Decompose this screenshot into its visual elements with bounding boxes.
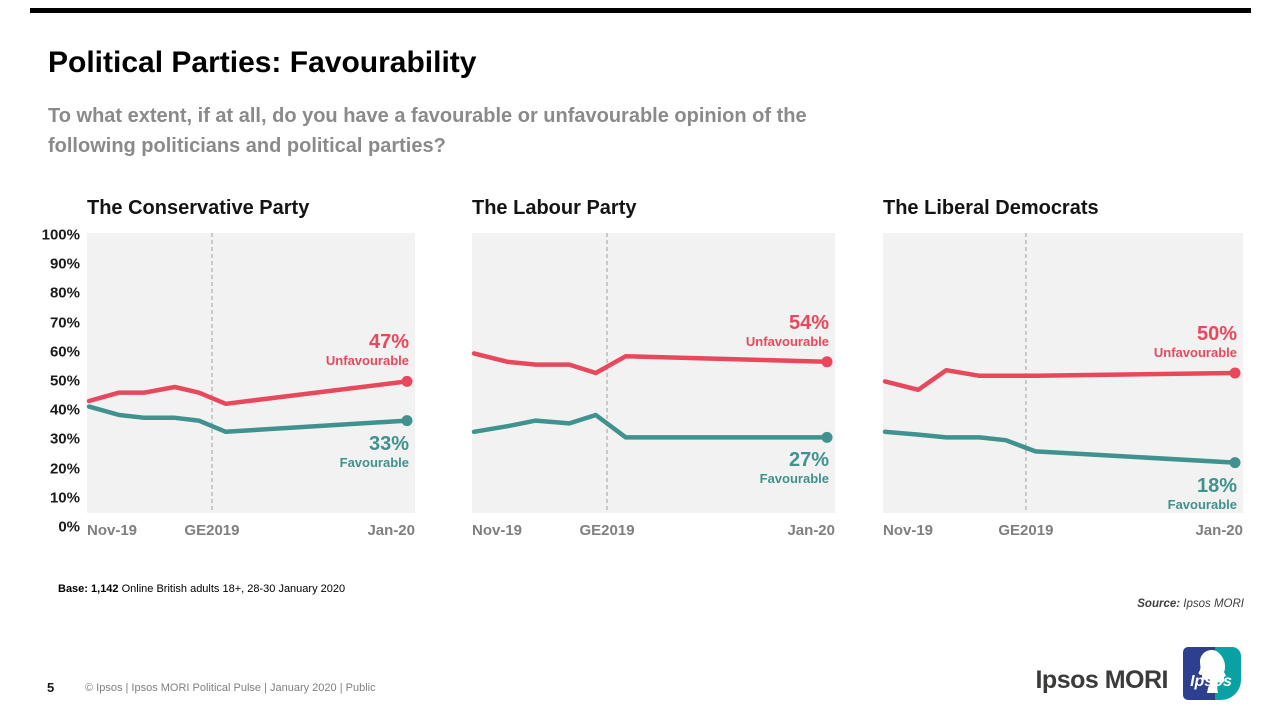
unfavourable-end-dot xyxy=(401,375,413,387)
y-axis-tick-label: 30% xyxy=(49,430,80,448)
favourable-label: 33% Favourable xyxy=(340,433,409,471)
unfavourable-value: 50% xyxy=(1196,323,1237,346)
favourable-end-dot xyxy=(401,415,413,427)
footer-meta: © Ipsos | Ipsos MORI Political Pulse | J… xyxy=(85,682,376,694)
y-axis-tick-label: 70% xyxy=(49,314,80,332)
chart-labour-party: The Labour Party 54% Unfavourable 27% Fa… xyxy=(471,197,835,544)
favourable-name: Favourable xyxy=(1167,496,1237,512)
unfavourable-end-dot xyxy=(821,356,833,368)
y-axis-tick-label: 0% xyxy=(58,518,80,536)
chart-liberal-democrats: The Liberal Democrats 50% Unfavourable 1… xyxy=(882,197,1243,544)
base-note-bold: Base: 1,142 xyxy=(58,583,119,595)
unfavourable-line xyxy=(471,351,830,376)
ipsos-logo-text: Ipsos xyxy=(1190,673,1232,690)
x-axis: Nov-19 GE2019 Jan-20 xyxy=(883,522,1243,544)
y-axis-tick-label: 50% xyxy=(49,372,80,390)
line-chart xyxy=(882,233,1241,513)
favourable-value: 33% xyxy=(368,432,409,455)
x-axis: Nov-19 GE2019 Jan-20 xyxy=(472,522,835,544)
base-note: Base: 1,142 Online British adults 18+, 2… xyxy=(58,583,345,595)
unfavourable-label: 50% Unfavourable xyxy=(1154,323,1237,361)
unfavourable-value: 54% xyxy=(788,311,829,334)
ipsos-mori-wordmark: Ipsos MORI xyxy=(1035,666,1168,694)
favourable-label: 27% Favourable xyxy=(760,449,829,487)
x-tick-ge2019: GE2019 xyxy=(184,522,240,539)
favourable-name: Favourable xyxy=(759,471,829,487)
x-axis: Nov-19 GE2019 Jan-20 xyxy=(87,522,415,544)
line-chart xyxy=(471,233,833,513)
page-number: 5 xyxy=(47,680,55,695)
favourable-line xyxy=(471,412,830,440)
y-axis-tick-label: 60% xyxy=(49,343,80,361)
plot-area: 50% Unfavourable 18% Favourable xyxy=(882,233,1243,513)
x-tick-nov19: Nov-19 xyxy=(883,522,934,539)
plot-area: 100% 90% 80% 70% 60% 50% 40% 30% 20% 10% 0% 47% Un… xyxy=(42,227,415,536)
unfavourable-label: 54% Unfavourable xyxy=(746,312,829,350)
y-axis-tick-label: 100% xyxy=(41,226,80,244)
unfavourable-end-dot xyxy=(1229,367,1241,379)
x-tick-jan20: Jan-20 xyxy=(1195,522,1243,539)
chart-title: The Liberal Democrats xyxy=(883,197,1099,219)
y-axis-tick-label: 80% xyxy=(49,284,80,302)
chart-title: The Conservative Party xyxy=(87,197,310,219)
y-axis-tick-label: 40% xyxy=(49,401,80,419)
question-text: To what extent, if at all, do you have a… xyxy=(48,101,807,161)
source-value: Ipsos MORI xyxy=(1180,598,1244,610)
favourable-value: 18% xyxy=(1196,474,1237,497)
favourable-name: Favourable xyxy=(339,454,409,470)
source-note: Source: Ipsos MORI xyxy=(1137,598,1244,610)
unfavourable-name: Unfavourable xyxy=(325,353,409,369)
favourable-line xyxy=(882,429,1238,465)
x-tick-ge2019: GE2019 xyxy=(579,522,635,539)
line-chart xyxy=(86,233,413,513)
person-silhouette-icon xyxy=(1198,650,1226,693)
favourable-end-dot xyxy=(1229,457,1241,469)
question-text-line2: following politicians and political part… xyxy=(48,135,446,157)
x-tick-jan20: Jan-20 xyxy=(787,522,835,539)
source-label: Source: xyxy=(1137,598,1181,610)
ipsos-logo: Ipsos xyxy=(1183,647,1241,700)
unfavourable-line xyxy=(86,379,410,407)
question-text-line1: To what extent, if at all, do you have a… xyxy=(48,105,807,127)
y-axis: 100% 90% 80% 70% 60% 50% 40% 30% 20% 10% 0% xyxy=(32,227,80,536)
unfavourable-name: Unfavourable xyxy=(745,333,829,349)
unfavourable-label: 47% Unfavourable xyxy=(326,331,409,369)
favourable-value: 27% xyxy=(788,449,829,472)
unfavourable-name: Unfavourable xyxy=(1153,345,1237,361)
plot-area: 54% Unfavourable 27% Favourable xyxy=(471,233,835,513)
top-rule xyxy=(30,8,1251,13)
chart-title: The Labour Party xyxy=(472,197,637,219)
chart-conservative-party: The Conservative Party 100% 90% 80% 70% 60% 5… xyxy=(42,197,415,544)
y-axis-tick-label: 20% xyxy=(49,460,80,478)
x-tick-ge2019: GE2019 xyxy=(998,522,1054,539)
favourable-end-dot xyxy=(821,431,833,443)
favourable-label: 18% Favourable xyxy=(1168,475,1237,513)
unfavourable-value: 47% xyxy=(368,331,409,354)
y-axis-tick-label: 90% xyxy=(49,255,80,273)
favourable-line xyxy=(86,404,410,435)
y-axis-tick-label: 10% xyxy=(49,489,80,507)
x-tick-jan20: Jan-20 xyxy=(367,522,415,539)
base-note-rest: Online British adults 18+, 28-30 January… xyxy=(118,583,346,595)
x-tick-nov19: Nov-19 xyxy=(472,522,523,539)
x-tick-nov19: Nov-19 xyxy=(87,522,138,539)
unfavourable-line xyxy=(882,367,1238,393)
page-title: Political Parties: Favourability xyxy=(48,46,477,79)
